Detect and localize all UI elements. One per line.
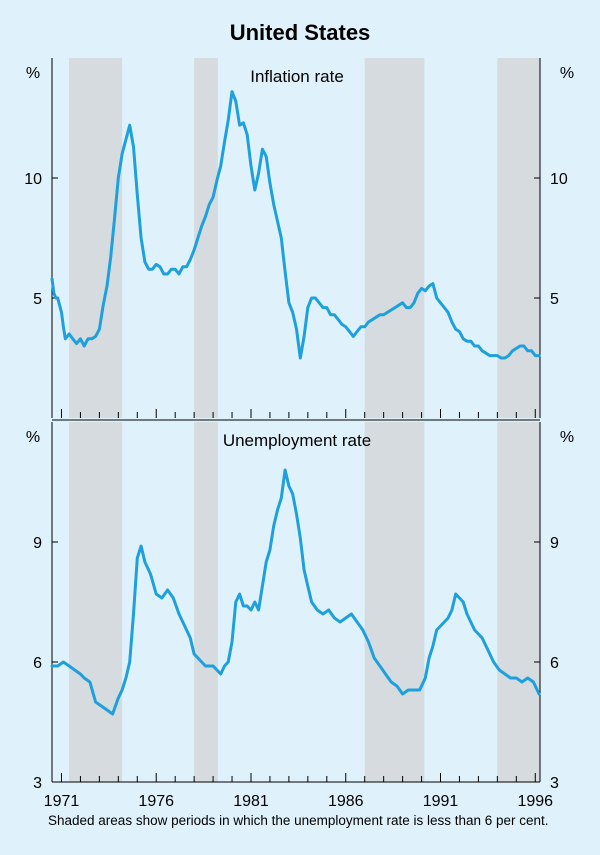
y-tick-label-left: 5: [33, 291, 42, 308]
shaded-period-2-2: [194, 422, 218, 782]
y-tick-label-right: 10: [550, 171, 568, 188]
y-tick-label-right: 9: [550, 535, 559, 552]
y-tick-label-right: 3: [550, 775, 559, 792]
y-tick-label-left: 3: [33, 775, 42, 792]
shaded-period-1-3: [364, 58, 425, 418]
series-line-2-1: [50, 468, 541, 716]
unit-label-left: %: [26, 65, 40, 82]
chart-title: United States: [230, 20, 371, 45]
x-tick-label: 1971: [44, 793, 80, 810]
chart-note: Shaded areas show periods in which the u…: [48, 813, 549, 828]
unit-label-right: %: [560, 65, 574, 82]
shaded-period-1-4: [497, 58, 540, 418]
shaded-period-2-3: [364, 422, 425, 782]
shaded-period-1-2: [194, 58, 218, 418]
panel-title: Inflation rate: [250, 67, 344, 86]
x-tick-label: 1976: [138, 793, 174, 810]
panel-title: Unemployment rate: [223, 431, 371, 450]
y-tick-label-right: 6: [550, 655, 559, 672]
unit-label-left: %: [26, 429, 40, 446]
plot-area: 5 5 10 10% % Inflation rate 3 3 6 6 9 9% % Unemployme…: [24, 58, 574, 810]
x-tick-label: 1981: [233, 793, 269, 810]
unit-label-right: %: [560, 429, 574, 446]
shaded-period-1-1: [69, 58, 123, 418]
y-tick-label-right: 5: [550, 291, 559, 308]
shaded-period-2-4: [497, 422, 540, 782]
y-tick-label-left: 10: [24, 171, 42, 188]
shaded-period-2-1: [69, 422, 123, 782]
x-tick-label: 1996: [517, 793, 553, 810]
y-tick-label-left: 9: [33, 535, 42, 552]
x-tick-label: 1991: [423, 793, 459, 810]
series-line-1-1: [50, 90, 541, 360]
x-tick-label: 1986: [328, 793, 364, 810]
y-tick-label-left: 6: [33, 655, 42, 672]
